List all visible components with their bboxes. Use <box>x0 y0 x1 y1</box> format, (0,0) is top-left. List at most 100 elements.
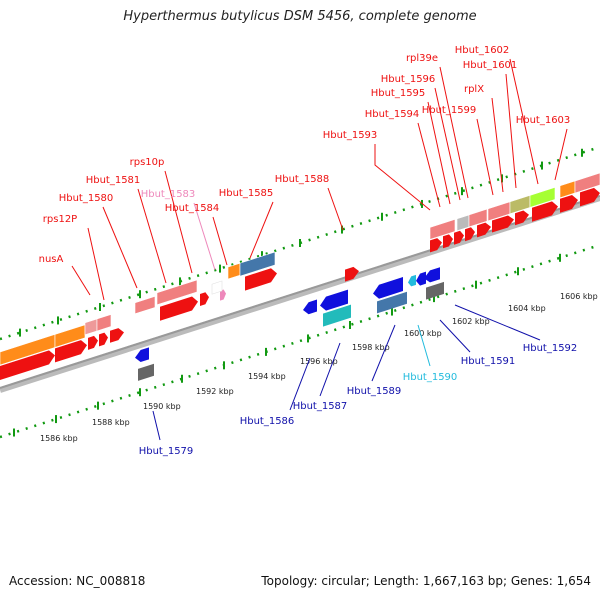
track-block-2 <box>84 318 98 336</box>
gene-label-rpl39e: rpl39e <box>406 53 438 64</box>
track-block-5 <box>156 279 198 306</box>
lower-track-block-2 <box>377 291 407 314</box>
gene-label-Hbut_1585: Hbut_1585 <box>219 188 274 199</box>
forward-gene-arrow <box>200 292 209 306</box>
gene-label-Hbut_1580: Hbut_1580 <box>59 193 114 204</box>
gene-label-Hbut_1602: Hbut_1602 <box>455 45 510 56</box>
track-block-10 <box>468 208 488 228</box>
map-title: Hyperthermus butylicus DSM 5456, complet… <box>123 9 477 24</box>
leader-line-Hbut_1580 <box>102 206 138 289</box>
gene-label-rplX: rplX <box>464 84 484 95</box>
forward-gene-arrow <box>515 210 529 226</box>
gene-label-Hbut_1601: Hbut_1601 <box>463 60 518 71</box>
track-block-12 <box>509 195 531 215</box>
reverse-gene-arrow <box>416 271 426 286</box>
leader-line-rps12P <box>87 227 105 301</box>
lower-scale-label: 1600 kbp <box>404 329 442 338</box>
forward-gene-arrow <box>110 328 124 343</box>
leader-line-rps10p <box>164 170 193 274</box>
leader-line-Hbut_1593 <box>374 144 431 211</box>
forward-gene-arrow <box>477 222 491 238</box>
forward-gene-arrow <box>454 230 464 245</box>
forward-gene-arrow <box>345 266 359 282</box>
track-block-7 <box>239 251 276 277</box>
leader-line-Hbut_1590 <box>417 324 431 367</box>
forward-gene-arrow <box>443 234 453 249</box>
gene-label-rps12P: rps12P <box>43 214 77 225</box>
forward-gene-arrow <box>99 332 108 347</box>
leader-line-Hbut_1592 <box>454 304 541 341</box>
lower-scale-label: 1594 kbp <box>248 372 286 381</box>
track-block-13 <box>529 187 556 208</box>
upper-scale-label: 1602 kbp <box>452 317 490 326</box>
reverse-gene-arrow <box>135 347 149 363</box>
lower-scale-label: 1596 kbp <box>300 357 338 366</box>
track-block-6 <box>227 262 241 280</box>
reverse-gene-arrow <box>424 267 440 283</box>
leader-line-Hbut_1594 <box>417 122 441 208</box>
leader-line-Hbut_1587 <box>319 342 341 397</box>
leader-line-rpl39e <box>439 66 469 199</box>
forward-gene-arrow <box>88 335 98 350</box>
gene-label-Hbut_1592: Hbut_1592 <box>523 343 578 354</box>
gene-label-Hbut_1594: Hbut_1594 <box>365 109 420 120</box>
leader-line-Hbut_1603 <box>554 128 568 181</box>
lower-scale-label: 1588 kbp <box>92 418 130 427</box>
gene-label-Hbut_1603: Hbut_1603 <box>516 115 571 126</box>
forward-gene-arrow <box>492 215 514 233</box>
gene-label-Hbut_1588: Hbut_1588 <box>275 174 330 185</box>
gene-label-Hbut_1584: Hbut_1584 <box>165 203 220 214</box>
genome-summary-text: Topology: circular; Length: 1,667,163 bp… <box>261 574 591 588</box>
gene-label-Hbut_1587: Hbut_1587 <box>293 401 348 412</box>
gene-label-Hbut_1586: Hbut_1586 <box>240 416 295 427</box>
gene-label-Hbut_1590: Hbut_1590 <box>403 372 458 383</box>
forward-gene-arrow <box>560 194 578 213</box>
leader-line-Hbut_1583 <box>193 202 216 271</box>
forward-gene-arrow <box>580 187 600 207</box>
reverse-gene-arrow <box>303 299 317 315</box>
gene-label-Hbut_1596: Hbut_1596 <box>381 74 436 85</box>
track-block-3 <box>96 314 112 332</box>
leader-line-Hbut_1599 <box>476 118 494 196</box>
forward-gene-arrow <box>160 296 198 321</box>
leader-line-Hbut_1602 <box>509 58 539 185</box>
leader-line-nusA <box>71 265 91 296</box>
forward-gene-arrow <box>0 350 55 380</box>
gene-label-Hbut_1591: Hbut_1591 <box>461 356 516 367</box>
reverse-gene-arrow <box>320 289 348 311</box>
lower-track-block-1 <box>323 304 351 327</box>
gene-label-Hbut_1581: Hbut_1581 <box>86 175 141 186</box>
leader-line-Hbut_1591 <box>439 319 471 353</box>
gene-label-rps10p: rps10p <box>130 157 165 168</box>
forward-gene-arrow <box>55 340 87 363</box>
gene-label-Hbut_1593: Hbut_1593 <box>323 130 378 141</box>
reverse-gene-arrow <box>408 274 416 287</box>
track-block-8 <box>429 219 456 240</box>
track-block-4 <box>134 296 156 315</box>
reverse-gene-arrow <box>373 277 403 299</box>
leader-line-Hbut_1586 <box>289 357 311 411</box>
forward-gene-arrow <box>220 289 226 301</box>
gene-label-nusA: nusA <box>39 254 64 265</box>
gene-label-Hbut_1599: Hbut_1599 <box>422 105 477 116</box>
forward-gene-arrow <box>430 238 442 253</box>
forward-gene-arrow <box>245 268 277 291</box>
leader-line-Hbut_1579 <box>152 410 161 441</box>
gene-label-Hbut_1579: Hbut_1579 <box>139 446 194 457</box>
feature-track <box>0 172 600 381</box>
gene-label-Hbut_1595: Hbut_1595 <box>371 88 426 99</box>
leader-line-Hbut_1581 <box>137 188 167 284</box>
leader-line-Hbut_1584 <box>212 216 228 266</box>
gene-label-Hbut_1583: Hbut_1583 <box>141 189 196 200</box>
leader-line-Hbut_1595 <box>427 101 451 205</box>
lower-track-block-3 <box>426 281 444 300</box>
upper-scale-label: 1604 kbp <box>508 304 546 313</box>
small-feature <box>211 280 223 295</box>
leader-line-rplX <box>491 97 504 193</box>
accession-text: Accession: NC_008818 <box>9 574 146 588</box>
leader-line-Hbut_1601 <box>505 73 517 189</box>
lower-scale-label: 1586 kbp <box>40 434 78 443</box>
forward-gene-arrow <box>532 201 558 222</box>
